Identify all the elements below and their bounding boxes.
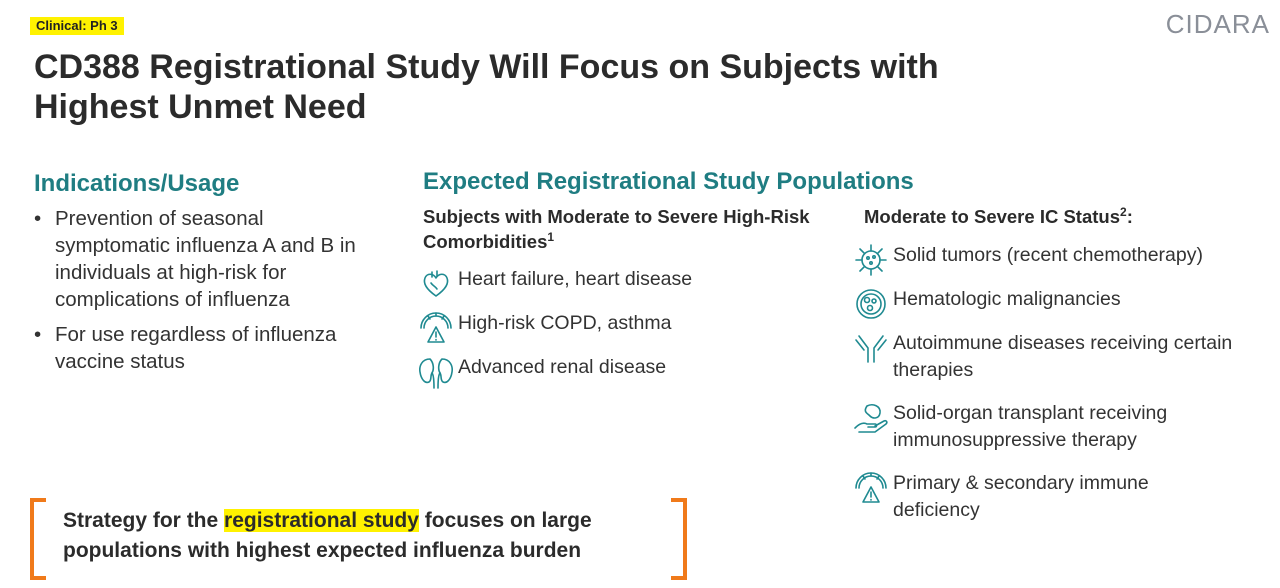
ic-item-solid-tumors: Solid tumors (recent chemotherapy) bbox=[853, 242, 1203, 278]
footnote-1: 1 bbox=[547, 229, 555, 244]
comorbidity-item-copd: High-risk COPD, asthma bbox=[418, 310, 671, 346]
ic-status-heading: Moderate to Severe IC Status2: bbox=[864, 204, 1264, 229]
page-title: CD388 Registrational Study Will Focus on… bbox=[34, 48, 939, 126]
ic-item-hematologic: Hematologic malignancies bbox=[853, 286, 1121, 322]
strategy-text-end: focuses on large populations with highes… bbox=[63, 509, 592, 562]
heart-icon bbox=[418, 266, 454, 302]
ic-label: Solid tumors (recent chemotherapy) bbox=[893, 244, 1203, 266]
comorbidity-label: Advanced renal disease bbox=[458, 356, 667, 378]
ic-label: Solid-organ transplant receiving immunos… bbox=[893, 402, 1168, 451]
left-bracket bbox=[30, 498, 46, 580]
comorbidities-heading: Subjects with Moderate to Severe High-Ri… bbox=[423, 204, 823, 254]
blood-cell-icon bbox=[853, 286, 889, 322]
ic-item-immune-deficiency: Primary & secondary immune deficiency bbox=[853, 470, 1233, 524]
indications-list: Prevention of seasonal symptomatic influ… bbox=[34, 205, 364, 383]
ic-label: Primary & secondary immune deficiency bbox=[893, 472, 1149, 521]
kidney-icon bbox=[418, 354, 454, 390]
comorbidity-label: High-risk COPD, asthma bbox=[458, 312, 672, 334]
ic-status-heading-colon: : bbox=[1126, 206, 1133, 227]
indication-item: For use regardless of influenza vaccine … bbox=[34, 321, 364, 375]
strategy-highlight: registrational study bbox=[224, 509, 419, 532]
ic-label: Autoimmune diseases receiving certain th… bbox=[893, 332, 1233, 381]
cidara-logo: CIDARA bbox=[1165, 9, 1270, 39]
gauge-warning-icon bbox=[853, 470, 889, 506]
ic-item-transplant: Solid-organ transplant receiving immunos… bbox=[853, 400, 1233, 454]
ic-item-autoimmune: Autoimmune diseases receiving certain th… bbox=[853, 330, 1233, 384]
strategy-callout: Strategy for the registrational study fo… bbox=[63, 506, 673, 566]
comorbidity-item-heart: Heart failure, heart disease bbox=[418, 266, 692, 302]
comorbidity-label: Heart failure, heart disease bbox=[458, 268, 693, 290]
ic-label: Hematologic malignancies bbox=[893, 288, 1121, 310]
strategy-text-start: Strategy for the bbox=[63, 509, 225, 532]
comorbidities-heading-text: Subjects with Moderate to Severe High-Ri… bbox=[423, 206, 810, 252]
tumor-cell-icon bbox=[853, 242, 889, 278]
indication-item: Prevention of seasonal symptomatic influ… bbox=[34, 205, 364, 313]
comorbidity-item-renal: Advanced renal disease bbox=[418, 354, 666, 390]
right-bracket bbox=[671, 498, 687, 580]
lung-gauge-warning-icon bbox=[418, 310, 454, 346]
antibody-icon bbox=[853, 330, 889, 366]
indications-heading: Indications/Usage bbox=[34, 170, 240, 197]
ic-status-heading-text: Moderate to Severe IC Status bbox=[864, 206, 1120, 227]
organ-transplant-icon bbox=[853, 400, 889, 436]
footnote-2: 2 bbox=[1120, 204, 1127, 219]
clinical-phase-tag: Clinical: Ph 3 bbox=[30, 17, 124, 35]
populations-heading: Expected Registrational Study Population… bbox=[423, 168, 914, 195]
